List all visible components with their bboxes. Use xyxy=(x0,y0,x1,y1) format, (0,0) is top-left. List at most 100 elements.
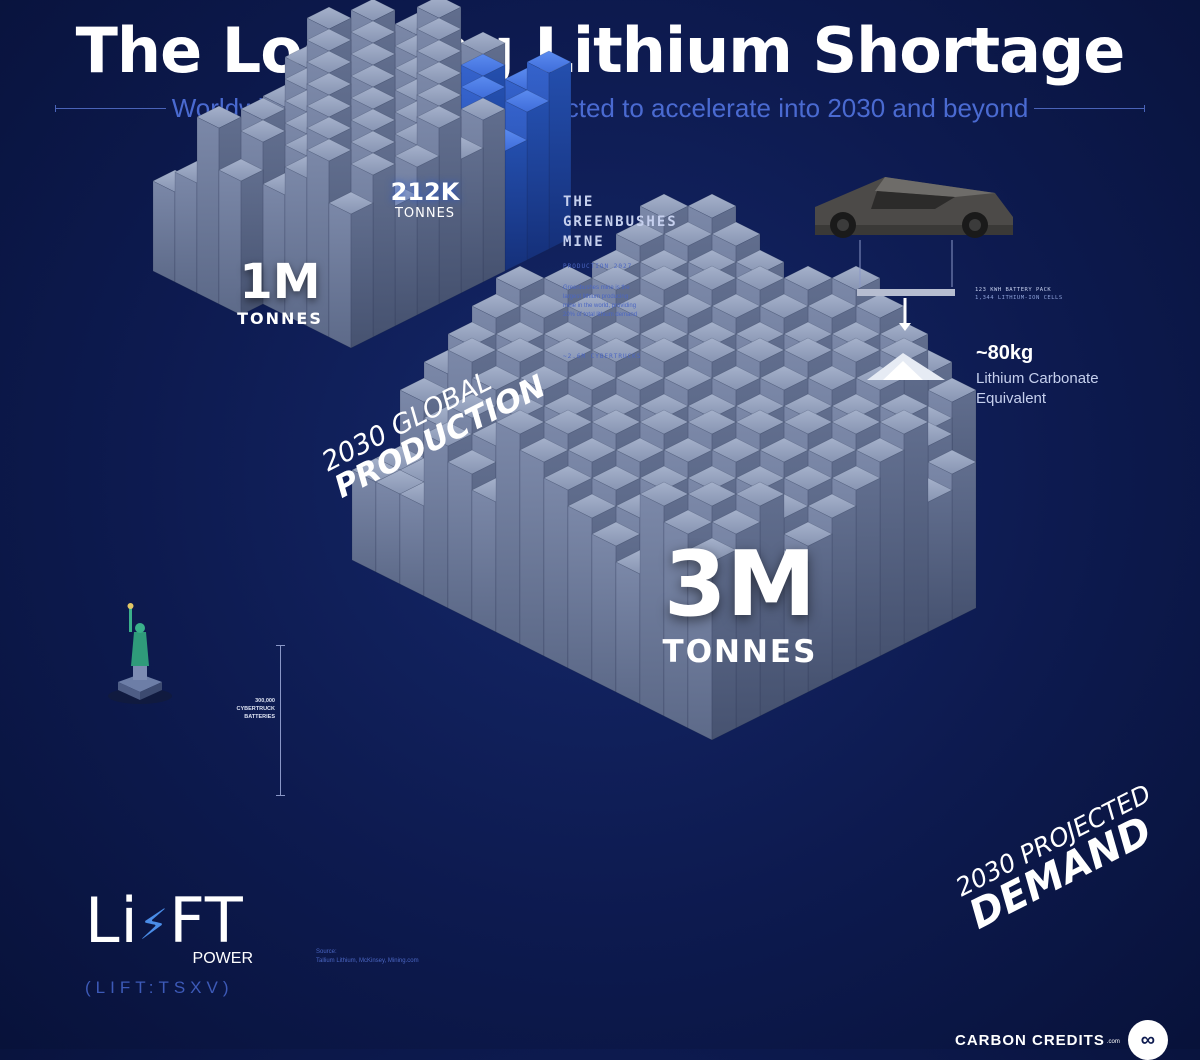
block-top-face xyxy=(543,409,593,435)
block-top-face xyxy=(447,393,497,419)
block-top-face xyxy=(471,365,521,391)
block-top-face xyxy=(543,465,593,491)
block-top-face xyxy=(687,193,737,219)
block-top-face xyxy=(831,265,881,291)
block-top-face xyxy=(783,265,833,291)
greenbushes-block-label: 212K TONNES xyxy=(330,178,520,221)
block-top-face xyxy=(783,465,833,491)
statue-of-liberty-icon xyxy=(108,603,172,704)
greenbushes-desc-line: 20% of total lithium demand xyxy=(563,312,638,318)
logo-ticker: (LIFT:TSXV) xyxy=(85,978,234,997)
block-left-face xyxy=(543,477,569,669)
block-top-face xyxy=(639,337,689,363)
block-top-face xyxy=(447,449,497,475)
block-left-face xyxy=(471,489,497,633)
block-left-face xyxy=(591,533,617,693)
block-top-face xyxy=(416,105,462,129)
greenbushes-title-line: MINE xyxy=(563,234,605,250)
production-value-label: 1M TONNES xyxy=(190,258,370,328)
lightning-icon: ⚡ xyxy=(138,899,170,949)
block-top-face xyxy=(807,365,857,391)
block-left-face xyxy=(447,461,473,621)
block-top-face xyxy=(735,337,785,363)
block-top-face xyxy=(735,481,785,507)
block-top-face xyxy=(526,50,572,74)
block-top-face xyxy=(663,509,713,535)
carbon-credits-logo-icon: ∞ xyxy=(1127,1020,1168,1060)
block-top-face xyxy=(591,337,641,363)
block-top-face xyxy=(615,293,665,319)
block-top-face xyxy=(711,221,761,247)
block-top-face xyxy=(519,293,569,319)
production-block-stack xyxy=(152,0,572,349)
block-top-face xyxy=(783,337,833,363)
block-left-face xyxy=(375,481,401,585)
block-top-face xyxy=(495,337,545,363)
carbon-credits-brand: CARBON CREDITS .com ∞ xyxy=(955,1020,1168,1060)
greenbushes-desc-line: mine in the world, providing xyxy=(563,303,637,309)
block-top-face xyxy=(504,89,550,113)
scale-note-line: BATTERIES xyxy=(244,713,275,720)
block-top-face xyxy=(639,409,689,435)
greenbushes-title: THE GREENBUSHES MINE xyxy=(563,192,678,252)
block-top-face xyxy=(831,465,881,491)
block-right-face xyxy=(879,449,905,657)
block-top-face xyxy=(687,537,737,563)
greenbushes-desc-line: Greenbushes mine is the xyxy=(563,285,630,291)
carbon-credits-text: CARBON CREDITS xyxy=(955,1031,1105,1049)
carbon-credits-suffix: .com xyxy=(1106,1039,1120,1045)
block-top-face xyxy=(460,97,506,121)
block-top-face xyxy=(735,409,785,435)
block-top-face xyxy=(759,437,809,463)
logo-ft: FT xyxy=(169,884,244,957)
source: Source: Tallium Lithium, McKinsey, Minin… xyxy=(316,948,419,966)
block-top-face xyxy=(831,409,881,435)
block-top-face xyxy=(807,293,857,319)
block-top-face xyxy=(218,158,264,182)
block-top-face xyxy=(759,293,809,319)
block-right-face xyxy=(927,489,953,633)
block-top-face xyxy=(471,293,521,319)
block-top-face xyxy=(591,465,641,491)
block-top-face xyxy=(927,377,977,403)
block-left-face xyxy=(519,449,545,657)
block-top-face xyxy=(855,293,905,319)
block-top-face xyxy=(639,481,689,507)
scale-bar-cap xyxy=(276,795,285,796)
block-right-face xyxy=(951,461,977,621)
block-top-face xyxy=(196,105,242,129)
page-title: The Looming Lithium Shortage xyxy=(75,14,1126,87)
block-top-face xyxy=(495,409,545,435)
block-top-face xyxy=(399,377,449,403)
block-top-face xyxy=(855,437,905,463)
production-value: 1M xyxy=(239,254,321,310)
block-top-face xyxy=(328,191,374,215)
lithium-carbonate-desc: Equivalent xyxy=(976,390,1047,407)
scale-note-line: 300,000 xyxy=(255,698,275,704)
block-top-face xyxy=(591,265,641,291)
subtitle-rule-left xyxy=(55,104,166,112)
block-left-face xyxy=(495,421,521,645)
demand-unit: TONNES xyxy=(662,634,818,670)
block-top-face xyxy=(663,293,713,319)
block-top-face xyxy=(519,437,569,463)
block-top-face xyxy=(879,409,929,435)
block-top-face xyxy=(350,152,396,176)
greenbushes-value: 212K xyxy=(390,178,460,206)
block-top-face xyxy=(447,337,497,363)
scale-bar-cap xyxy=(276,645,285,646)
block-right-face xyxy=(903,421,929,645)
block-top-face xyxy=(543,265,593,291)
block-top-face xyxy=(663,437,713,463)
greenbushes-cybertrucks: ~2.6M CYBERTRUCKS xyxy=(563,353,642,360)
source-label: Source: xyxy=(316,949,337,955)
greenbushes-unit: TONNES xyxy=(394,206,456,221)
block-top-face xyxy=(240,119,286,143)
block-top-face xyxy=(591,521,641,547)
block-top-face xyxy=(711,293,761,319)
block-top-face xyxy=(663,365,713,391)
block-top-face xyxy=(615,221,665,247)
block-top-face xyxy=(615,437,665,463)
block-top-face xyxy=(687,337,737,363)
